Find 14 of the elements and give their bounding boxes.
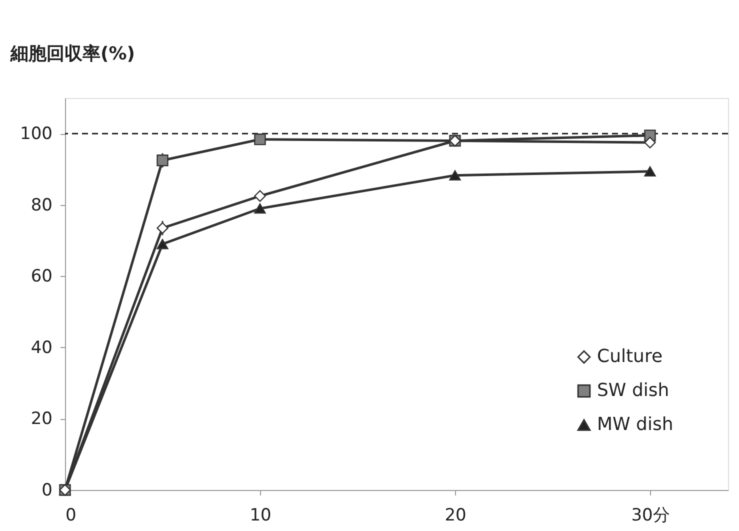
legend-label: SW dish	[597, 380, 670, 401]
y-tick-label: 60	[30, 266, 52, 287]
y-tick-label: 40	[30, 338, 52, 358]
x-tick-label: 20	[444, 506, 466, 526]
y-tick-label: 80	[30, 195, 52, 216]
x-tick-label: 30分	[631, 506, 670, 526]
legend-label: MW dish	[597, 414, 674, 435]
y-tick-label: 20	[30, 409, 52, 430]
y-tick-label: 100	[20, 124, 52, 144]
y-axis-title: 細胞回収率(%)	[10, 44, 135, 64]
legend-label: Culture	[597, 346, 663, 367]
x-tick-label: 10	[250, 506, 272, 526]
y-tick-label: 0	[42, 480, 52, 500]
x-tick-label: 0	[66, 506, 76, 526]
